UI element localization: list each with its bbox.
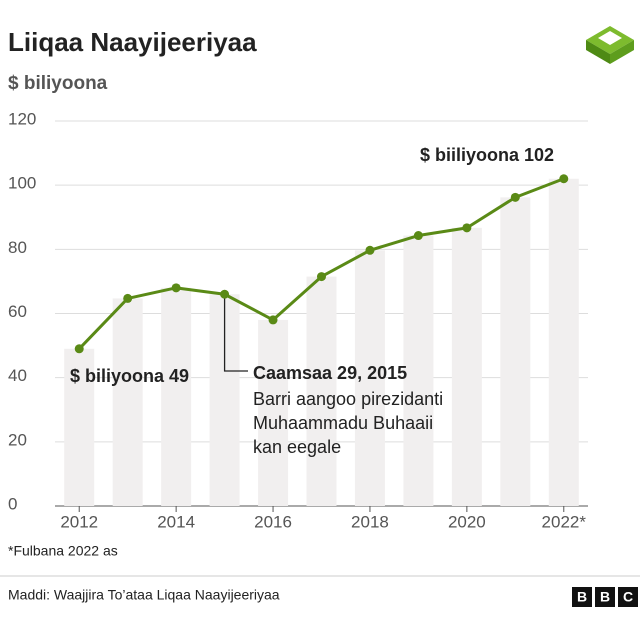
- background-bar: [451, 227, 482, 506]
- annotation: kan eegale: [253, 437, 341, 457]
- background-bar: [548, 178, 579, 506]
- chart-title: Liiqaa Naayijeeriyaa: [8, 27, 257, 57]
- x-tick-label: 2022*: [542, 512, 587, 531]
- annotation: Barri aangoo pirezidanti: [253, 389, 443, 409]
- annotation: $ biiliyoona 102: [420, 145, 554, 165]
- point: [171, 283, 181, 293]
- y-tick-label: 20: [8, 430, 27, 449]
- annotation-line: [223, 294, 248, 372]
- logo-box: [618, 587, 638, 607]
- background-bar: [112, 298, 143, 506]
- logo-letter: B: [600, 589, 610, 605]
- annotation: Muhaammadu Buhaaii: [253, 413, 433, 433]
- x-tick-label: 2012: [60, 512, 98, 531]
- x-tick-label: 2020: [448, 512, 486, 531]
- logo-letter: B: [577, 589, 587, 605]
- point: [413, 231, 423, 241]
- background-bar: [354, 250, 385, 506]
- background-bar: [306, 276, 337, 506]
- point: [559, 174, 569, 184]
- x-tick-label: 2016: [254, 512, 292, 531]
- y-tick-label: 120: [8, 109, 36, 128]
- logo-box: [572, 587, 592, 607]
- point: [510, 192, 520, 202]
- point: [365, 245, 375, 255]
- annotation: $ biliyoona 49: [70, 366, 189, 386]
- point: [268, 315, 278, 325]
- background-bar: [500, 197, 531, 506]
- background-bar: [403, 235, 434, 506]
- annotation: Caamsaa 29, 2015: [253, 363, 407, 383]
- y-tick-label: 0: [8, 494, 17, 513]
- x-tick-label: 2014: [157, 512, 195, 531]
- point: [220, 289, 230, 299]
- footnote: *Fulbana 2022 as: [8, 543, 118, 559]
- point: [317, 272, 326, 282]
- logo-letter: C: [623, 589, 633, 605]
- y-tick-label: 40: [8, 366, 27, 385]
- logo-icon: [586, 26, 634, 64]
- x-tick-label: 2018: [351, 512, 389, 531]
- y-tick-label: 60: [8, 302, 27, 321]
- logo-box: [595, 587, 615, 607]
- background-bar: [64, 348, 95, 506]
- y-tick-label: 80: [8, 238, 27, 257]
- chart-subtitle: $ biliyoona: [8, 73, 108, 94]
- point: [462, 223, 472, 233]
- background-bar: [161, 287, 192, 506]
- source: Maddi: Waajjira To’ataa Liqaa Naayijeeri…: [8, 587, 280, 603]
- background-bar: [258, 319, 289, 506]
- y-tick-label: 100: [8, 174, 36, 193]
- point: [123, 293, 133, 303]
- point: [74, 344, 84, 354]
